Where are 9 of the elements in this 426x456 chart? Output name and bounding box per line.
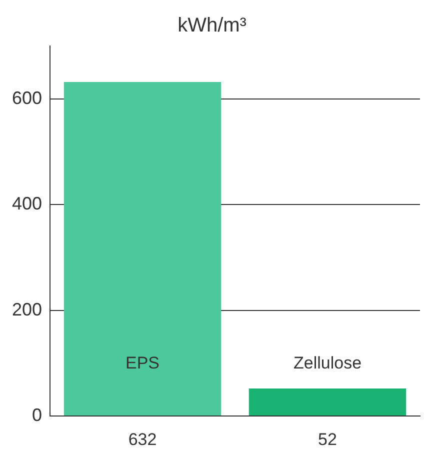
y-tick-label: 600	[12, 88, 42, 108]
y-tick-label: 200	[12, 299, 42, 320]
data-label: 52	[318, 430, 337, 450]
y-tick-label: 400	[12, 194, 42, 214]
data-label: 632	[128, 430, 157, 450]
x-tick-label: EPS	[126, 354, 160, 373]
x-tick-label: Zellulose	[293, 354, 362, 373]
y-tick-label: 0	[32, 404, 42, 425]
chart-title: kWh/m³	[178, 14, 247, 37]
